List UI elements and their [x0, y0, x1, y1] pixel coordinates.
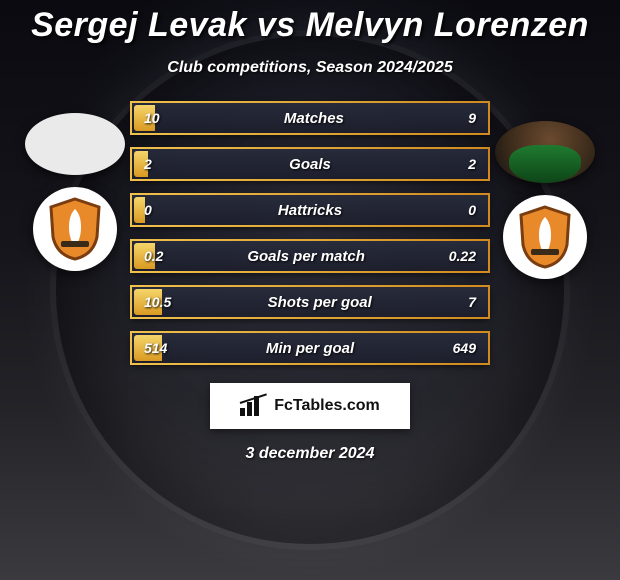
stat-row: 2 Goals 2	[130, 147, 490, 181]
stat-value-p1: 2	[144, 156, 152, 172]
stat-label: Matches	[284, 110, 344, 127]
stat-value-p2: 9	[468, 110, 476, 126]
main-comparison: 10 Matches 9 2 Goals 2 0 Hattricks 0 0.2…	[0, 101, 620, 365]
stat-value-p2: 7	[468, 294, 476, 310]
stat-row: 0.2 Goals per match 0.22	[130, 239, 490, 273]
stat-label: Min per goal	[266, 340, 354, 357]
stat-label: Hattricks	[278, 202, 342, 219]
stat-label: Shots per goal	[268, 294, 372, 311]
shield-icon	[517, 205, 573, 269]
stat-value-p2: 0.22	[449, 248, 476, 264]
player2-side	[490, 101, 600, 279]
shield-icon	[47, 197, 103, 261]
stat-value-p1: 10	[144, 110, 160, 126]
date-text: 3 december 2024	[246, 445, 375, 463]
stat-label: Goals per match	[247, 248, 365, 265]
stat-value-p1: 514	[144, 340, 167, 356]
subtitle: Club competitions, Season 2024/2025	[167, 59, 452, 77]
stat-row: 514 Min per goal 649	[130, 331, 490, 365]
player2-avatar	[495, 121, 595, 183]
page-title: Sergej Levak vs Melvyn Lorenzen	[31, 6, 589, 45]
content: Sergej Levak vs Melvyn Lorenzen Club com…	[0, 0, 620, 580]
player1-club-badge	[33, 187, 117, 271]
stat-value-p1: 0	[144, 202, 152, 218]
player1-avatar	[25, 113, 125, 175]
player2-club-badge	[503, 195, 587, 279]
stat-label: Goals	[289, 156, 331, 173]
stat-row: 10 Matches 9	[130, 101, 490, 135]
brand-text: FcTables.com	[274, 397, 380, 415]
stat-value-p2: 2	[468, 156, 476, 172]
stat-value-p1: 10.5	[144, 294, 171, 310]
stat-value-p2: 0	[468, 202, 476, 218]
stat-bars: 10 Matches 9 2 Goals 2 0 Hattricks 0 0.2…	[130, 101, 490, 365]
stat-row: 0 Hattricks 0	[130, 193, 490, 227]
brand-chart-icon	[240, 396, 268, 416]
stat-row: 10.5 Shots per goal 7	[130, 285, 490, 319]
brand-box: FcTables.com	[210, 383, 410, 429]
stat-value-p1: 0.2	[144, 248, 163, 264]
stat-value-p2: 649	[453, 340, 476, 356]
player1-side	[20, 101, 130, 271]
